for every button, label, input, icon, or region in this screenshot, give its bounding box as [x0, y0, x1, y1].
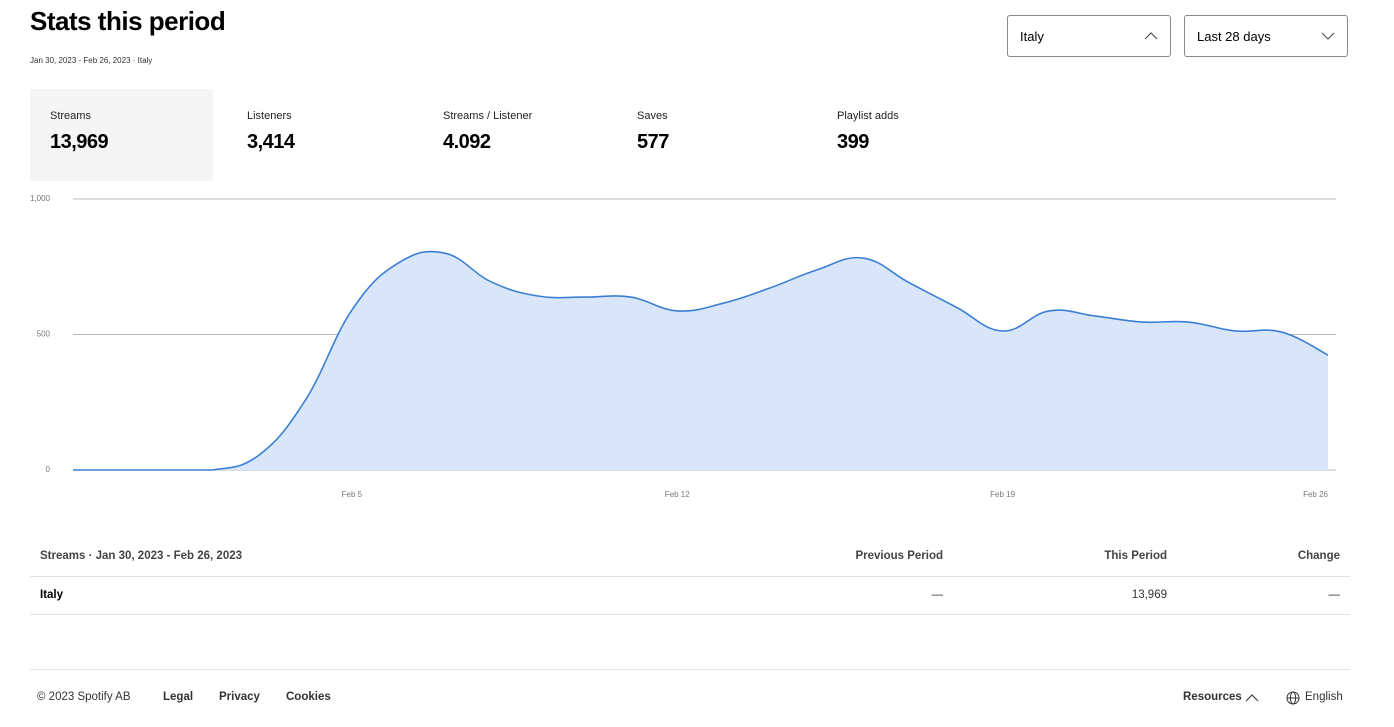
metric-label: Saves	[637, 110, 668, 122]
footer-link[interactable]: Cookies	[286, 691, 331, 703]
period-dropdown[interactable]: Last 28 days	[1184, 15, 1348, 57]
y-tick-label: 1,000	[30, 194, 51, 203]
dropdown-label: Italy	[1020, 29, 1044, 44]
metric-label: Playlist adds	[837, 110, 899, 122]
metric-tab[interactable]: Listeners 3,414	[227, 89, 410, 181]
metric-tab[interactable]: Streams / Listener 4.092	[423, 89, 606, 181]
copyright: © 2023 Spotify AB	[37, 691, 131, 703]
chevron-up	[1144, 32, 1158, 40]
metric-value: 399	[837, 131, 869, 153]
chart: 0 500 1,000 Feb 5 Feb 12 Feb 19 Feb 26	[30, 194, 1336, 499]
metric-value: 4.092	[443, 131, 491, 153]
table-header: Change	[1297, 550, 1340, 562]
divider	[30, 576, 1350, 577]
table-header: Previous Period	[855, 550, 943, 562]
dropdown-label: Last 28 days	[1197, 29, 1271, 44]
table-cell: Italy	[40, 589, 64, 601]
divider	[30, 669, 1350, 670]
country-dropdown[interactable]: Italy	[1007, 15, 1171, 57]
metric-tab[interactable]: Saves 577	[617, 89, 800, 181]
footer-link[interactable]: Privacy	[219, 691, 260, 703]
table-cell: —	[931, 589, 944, 601]
table-header: This Period	[1104, 550, 1167, 562]
x-tick-label: Feb 5	[342, 490, 363, 499]
metric-label: Streams	[50, 110, 91, 122]
metric-value: 3,414	[247, 131, 295, 153]
page-subtitle: Jan 30, 2023 - Feb 26, 2023 · Italy	[30, 56, 153, 65]
area-fill	[73, 251, 1328, 470]
footer-link[interactable]: Legal	[163, 691, 194, 703]
table-cell: 13,969	[1131, 589, 1167, 601]
x-tick-label: Feb 19	[990, 490, 1015, 499]
y-tick-label: 500	[37, 330, 51, 339]
table-header: Streams · Jan 30, 2023 - Feb 26, 2023	[40, 550, 243, 562]
resources-menu[interactable]: Resources	[1183, 691, 1242, 703]
metric-label: Streams / Listener	[443, 110, 533, 122]
x-tick-label: Feb 26	[1303, 490, 1328, 499]
metric-tab[interactable]: Streams 13,969	[30, 89, 213, 181]
metric-value: 577	[637, 131, 669, 153]
metric-tab[interactable]: Playlist adds 399	[817, 89, 1000, 181]
chevron-up	[1245, 694, 1259, 702]
metric-value: 13,969	[50, 131, 109, 153]
chevron-down	[1321, 32, 1335, 40]
y-tick-label: 0	[46, 465, 51, 474]
globe-icon	[1286, 691, 1300, 705]
language-selector[interactable]: English	[1305, 691, 1343, 703]
metric-label: Listeners	[247, 110, 292, 122]
x-tick-label: Feb 12	[665, 490, 690, 499]
table-cell: —	[1328, 589, 1341, 601]
page-title: Stats this period	[30, 6, 226, 36]
area-line	[73, 250, 1329, 471]
divider	[30, 614, 1350, 615]
